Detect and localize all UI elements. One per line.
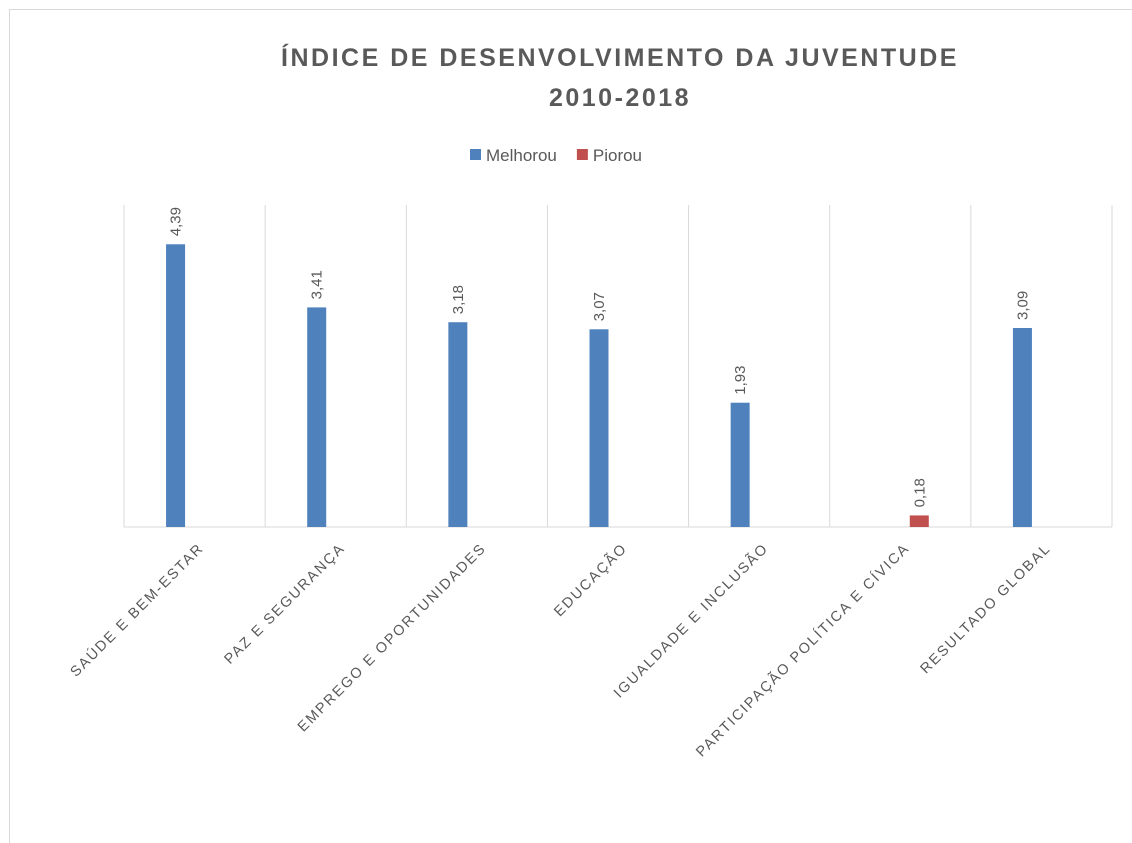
chart-title: ÍNDICE DE DESENVOLVIMENTO DA JUVENTUDE — [281, 43, 959, 72]
x-tick-label: EDUCAÇÃO — [551, 540, 631, 620]
bar — [1012, 328, 1032, 527]
value-label: 0,18 — [911, 478, 928, 507]
bar — [730, 402, 750, 527]
x-tick-label: IGUALDADE E INCLUSÃO — [610, 540, 772, 702]
legend-swatch — [470, 149, 481, 160]
chart-border — [9, 9, 1132, 843]
bar — [307, 307, 327, 527]
bar — [909, 515, 929, 527]
value-label: 3,18 — [450, 285, 467, 314]
value-label: 3,07 — [591, 292, 608, 321]
value-label: 3,09 — [1014, 291, 1031, 320]
legend-label: Melhorou — [486, 146, 557, 165]
bar — [589, 329, 609, 527]
legend-label: Piorou — [593, 146, 642, 165]
value-label: 3,41 — [309, 270, 326, 299]
x-tick-label: SAÚDE E BEM-ESTAR — [67, 540, 208, 681]
value-label: 4,39 — [168, 207, 185, 236]
bar — [448, 322, 468, 527]
x-tick-label: PARTICIPAÇÃO POLÍTICA E CÍVICA — [693, 540, 914, 761]
chart-title: 2010-2018 — [549, 84, 691, 112]
legend-swatch — [576, 149, 588, 160]
x-tick-label: RESULTADO GLOBAL — [918, 541, 1055, 678]
value-label: 1,93 — [732, 366, 749, 395]
bar — [166, 244, 186, 527]
x-tick-label: PAZ E SEGURANÇA — [221, 541, 348, 668]
